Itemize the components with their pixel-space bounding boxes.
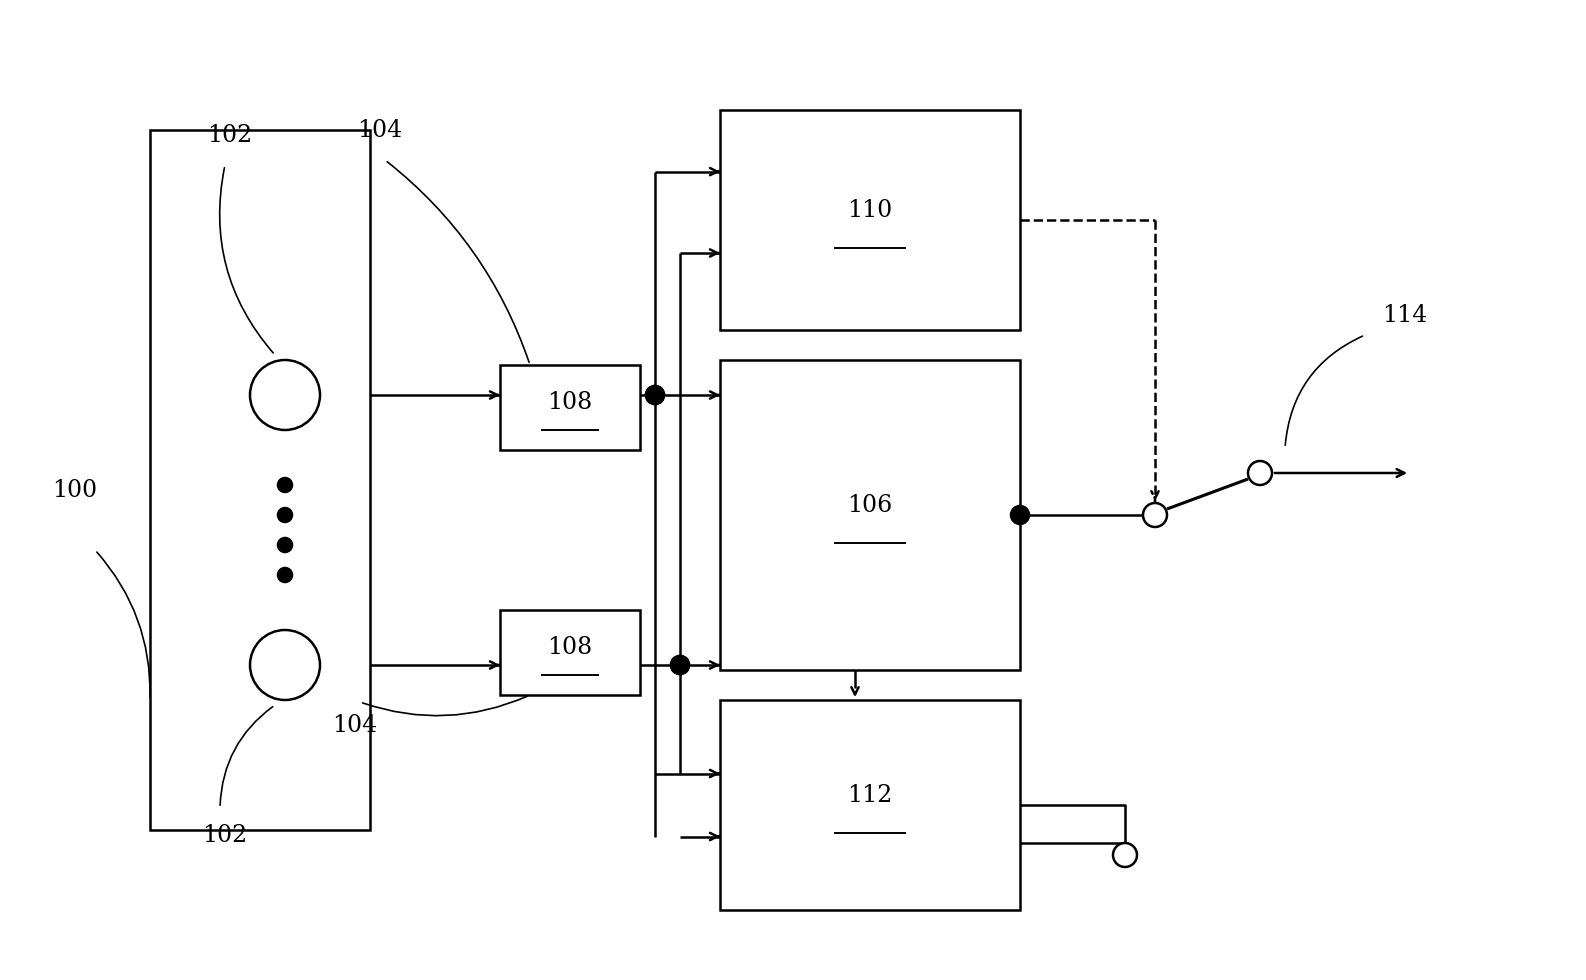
Circle shape: [1144, 503, 1167, 527]
Text: 106: 106: [847, 494, 893, 516]
Text: 112: 112: [847, 783, 893, 807]
Bar: [500, 365, 641, 450]
Circle shape: [278, 538, 292, 552]
Bar: [720, 700, 1020, 910]
Circle shape: [646, 386, 665, 404]
Text: 104: 104: [333, 713, 377, 737]
Circle shape: [671, 656, 688, 674]
Circle shape: [278, 508, 292, 522]
Circle shape: [1113, 843, 1137, 867]
Circle shape: [251, 360, 320, 430]
Bar: [720, 110, 1020, 330]
Circle shape: [1010, 506, 1029, 524]
Bar: [151, 130, 370, 830]
Text: 104: 104: [357, 119, 403, 141]
Text: 102: 102: [203, 823, 247, 847]
Text: 108: 108: [547, 636, 593, 659]
Circle shape: [251, 630, 320, 700]
Circle shape: [646, 386, 665, 404]
Circle shape: [671, 656, 688, 674]
Circle shape: [278, 478, 292, 492]
Text: 102: 102: [208, 123, 252, 146]
Text: 114: 114: [1383, 304, 1427, 326]
Bar: [500, 610, 641, 695]
Text: 100: 100: [52, 478, 98, 502]
Bar: [720, 360, 1020, 670]
Text: 108: 108: [547, 391, 593, 414]
Circle shape: [1248, 461, 1272, 485]
Circle shape: [278, 568, 292, 582]
Text: 110: 110: [847, 199, 893, 221]
